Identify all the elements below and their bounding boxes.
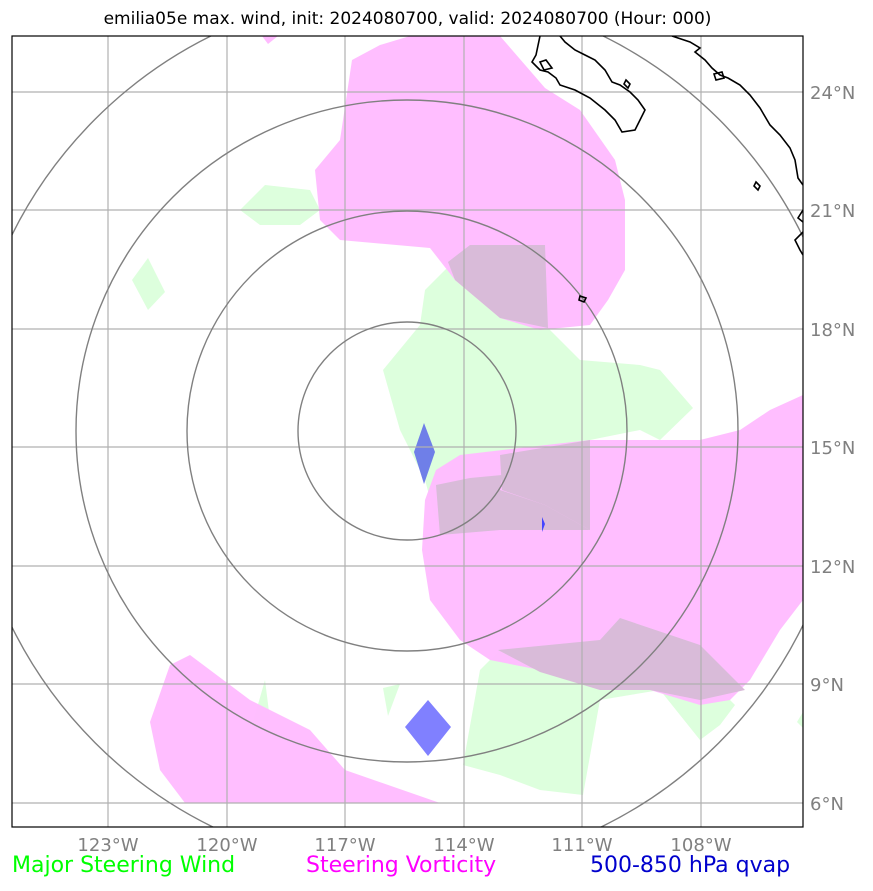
overlap-areas [436,245,745,700]
lat-tick-label: 12°N [810,557,855,578]
steering-vorticity-area [150,655,440,803]
lon-tick-label: 108°W [670,835,731,856]
qvap-area [405,700,451,756]
steering-wind-area [797,712,803,728]
lat-tick-label: 15°N [810,438,855,459]
overlap-area [448,245,548,328]
legend-steering-wind: Major Steering Wind [12,853,236,878]
coastline [531,36,803,304]
legend-steering-vorticity: Steering Vorticity [306,853,497,878]
steering-wind-area [383,684,400,716]
range-ring [297,321,517,541]
steering-vorticity-area [315,36,625,330]
qvap-area [414,423,435,484]
graticule [12,36,803,827]
overlap-area [498,618,745,700]
lon-tick-label: 114°W [433,835,494,856]
lon-tick-label: 111°W [551,835,612,856]
lat-tick-label: 24°N [810,83,855,104]
qvap-areas [405,423,545,756]
qvap-area [542,517,545,532]
range-ring [186,210,628,652]
lat-tick-label: 9°N [810,675,844,696]
lat-tick-label: 18°N [810,320,855,341]
overlap-area [500,440,590,530]
lat-tick-label: 21°N [810,201,855,222]
lon-tick-label: 123°W [77,835,138,856]
lat-tick-label: 6°N [810,794,844,815]
overlap-area [436,475,590,535]
range-rings [12,36,803,827]
lon-tick-label: 120°W [196,835,257,856]
map-frame [11,35,804,828]
lon-tick-label: 117°W [314,835,375,856]
steering-wind-area [240,185,320,225]
range-ring [75,99,739,763]
chart-title: emilia05e max. wind, init: 2024080700, v… [103,9,712,29]
lat-axis: 24°N 21°N 18°N 15°N 12°N 9°N 6°N [810,83,855,815]
legend-qvap: 500-850 hPa qvap [590,853,791,878]
steering-wind-area [132,258,165,310]
steering-vorticity-area [262,36,278,44]
lon-axis: 123°W 120°W 117°W 114°W 111°W 108°W [77,835,731,856]
